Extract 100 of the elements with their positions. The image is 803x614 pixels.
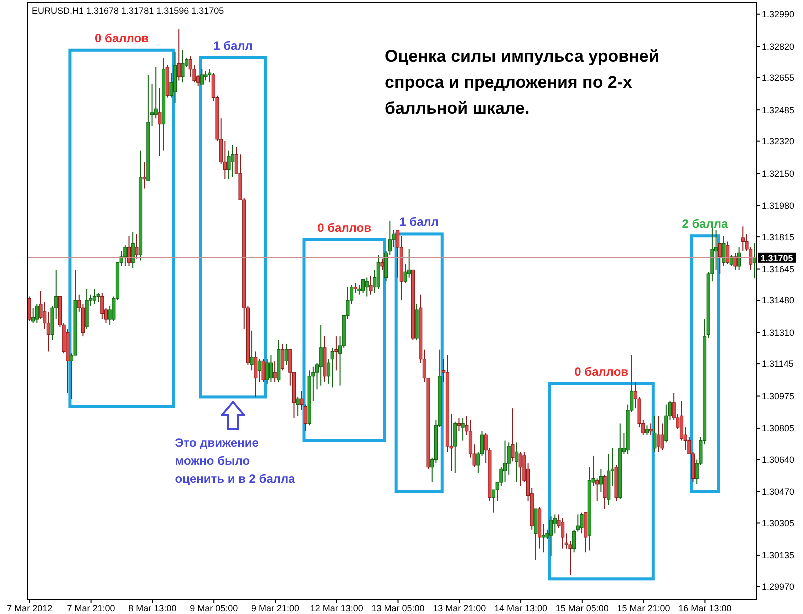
candlestick [514, 442, 519, 483]
x-tick-label: 9 Mar 05:00 [190, 603, 238, 614]
x-tick-label: 15 Mar 21:00 [617, 603, 670, 614]
candlestick [131, 232, 135, 269]
candlestick [457, 418, 462, 432]
candlestick [32, 308, 36, 324]
y-tick-label: 1.32150 [762, 168, 795, 179]
candlestick [296, 396, 300, 417]
candlestick [258, 358, 262, 383]
candlestick [550, 516, 554, 557]
x-tick-label: 8 Mar 13:00 [128, 603, 177, 614]
y-tick-label: 1.30805 [762, 424, 795, 434]
candlestick [135, 234, 139, 260]
y-tick-label: 1.32820 [762, 42, 795, 52]
y-tick-label: 1.32320 [762, 136, 795, 147]
y-tick-label: 1.30640 [762, 454, 795, 465]
ref-line-label: 1.31705 [760, 253, 794, 264]
text: Оценка силы импульса уровней спроса и предложения по 2-х балльной шкале. [385, 46, 660, 120]
candlestick [266, 358, 270, 384]
candlestick [561, 518, 565, 550]
annotation: 0 баллов [318, 220, 372, 235]
candlestick [284, 344, 288, 366]
candlestick [596, 478, 600, 502]
candlestick [269, 355, 274, 383]
candlestick [92, 288, 97, 305]
candlestick [380, 258, 384, 271]
candlestick [200, 68, 204, 85]
candlestick [354, 282, 358, 294]
annotation: 0 баллов [95, 31, 149, 46]
candlestick [660, 423, 664, 451]
y-tick-label: 1.31980 [762, 200, 795, 211]
x-tick-label: 12 Mar 13:00 [310, 603, 364, 614]
candlestick [204, 70, 208, 82]
candlestick [124, 245, 128, 267]
candlestick [100, 292, 104, 320]
annotation: Это движение можно было оценить и в 2 балла [175, 435, 296, 488]
candlestick [254, 351, 258, 398]
y-tick-label: 1.32990 [762, 10, 795, 20]
y-tick-label: 1.30135 [762, 550, 795, 561]
candlestick [738, 246, 742, 271]
candlestick [158, 88, 162, 158]
candlestick [454, 421, 458, 474]
annotation: 1 балл [214, 38, 253, 53]
annotation: 1 балл [400, 215, 440, 230]
candlestick [35, 304, 39, 324]
candlestick [649, 423, 653, 436]
x-tick-label: 13 Mar 05:00 [372, 603, 425, 614]
candlestick [730, 254, 734, 267]
candlestick [273, 360, 277, 383]
candlestick [127, 236, 132, 267]
y-tick-label: 1.31480 [762, 296, 795, 306]
x-tick-label: 15 Mar 05:00 [556, 603, 609, 614]
annotation: 0 баллов [574, 364, 629, 379]
candlestick [726, 241, 730, 266]
candlestick [734, 252, 738, 271]
candlestick [250, 330, 254, 372]
y-tick-label: 1.30470 [762, 487, 795, 498]
y-tick-label: 1.31645 [762, 264, 795, 274]
candlestick [518, 452, 522, 487]
candlestick [334, 336, 338, 372]
candlestick [656, 416, 661, 453]
candlestick [330, 347, 334, 388]
x-tick-label: 9 Mar 21:00 [251, 603, 300, 614]
y-tick-label: 1.31310 [762, 328, 795, 338]
candlestick [722, 236, 726, 267]
candlestick [142, 162, 146, 190]
y-tick-label: 1.29970 [762, 582, 795, 592]
candlestick [365, 277, 369, 298]
y-tick-label: 1.32655 [762, 73, 795, 84]
candlestick [362, 279, 366, 294]
candlestick [461, 418, 465, 442]
y-tick-label: 1.32485 [762, 105, 795, 116]
candlestick [503, 440, 508, 483]
candlestick [96, 292, 100, 303]
candlestick [280, 344, 285, 372]
x-tick-label: 14 Mar 13:00 [494, 603, 548, 614]
chart-title: EURUSD,H1 1.31678 1.31781 1.31596 1.31705 [32, 6, 224, 16]
x-tick-label: 7 Mar 21:00 [67, 603, 116, 614]
candlestick [542, 524, 546, 554]
candlestick [262, 358, 266, 383]
candlestick [603, 474, 607, 510]
candlestick [741, 226, 745, 252]
candlestick [231, 144, 235, 178]
x-tick-label: 16 Mar 13:00 [678, 603, 732, 614]
candlestick [653, 416, 657, 453]
y-tick-label: 1.31815 [762, 232, 795, 242]
candlestick [181, 50, 185, 84]
x-tick-label: 13 Mar 21:00 [433, 603, 486, 614]
candlestick [599, 468, 603, 492]
y-tick-label: 1.31145 [762, 359, 794, 370]
candlestick [580, 512, 584, 534]
candlestick [177, 29, 181, 82]
candlestick [208, 68, 212, 84]
annotation: 2 балла [682, 217, 729, 232]
candlestick [511, 408, 515, 462]
candlestick [645, 425, 650, 436]
x-tick-label: 7 Mar 2012 [7, 603, 53, 614]
y-tick-label: 1.30305 [762, 518, 795, 528]
candlestick [369, 275, 373, 296]
candlestick [28, 296, 32, 322]
